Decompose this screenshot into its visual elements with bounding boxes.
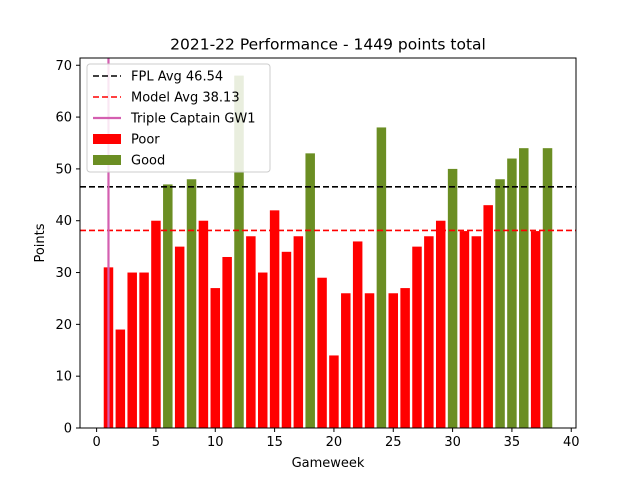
x-tick-label: 40	[563, 435, 580, 450]
legend-triple-captain-label: Triple Captain GW1	[130, 112, 256, 127]
bar-gw-35	[507, 158, 517, 428]
bar-gw-30	[447, 168, 458, 428]
x-tick-label: 0	[92, 435, 100, 450]
x-tick-label: 25	[385, 435, 402, 450]
bar-gw-5	[151, 220, 161, 428]
legend-poor-label: Poor	[131, 133, 160, 148]
bar-gw-23	[364, 293, 375, 428]
bar-gw-15	[269, 210, 280, 428]
bar-gw-12	[234, 75, 244, 429]
bar-gw-2	[115, 329, 126, 428]
bar-gw-28	[424, 236, 434, 428]
legend: FPL Avg 46.54 Model Avg 38.13 Triple Capta…	[86, 63, 271, 173]
x-tick-label: 35	[504, 435, 521, 450]
bar-gw-33	[483, 205, 493, 428]
legend-good-label: Good	[131, 154, 165, 169]
bar-gw-31	[459, 231, 470, 428]
legend-good-swatch	[93, 155, 121, 165]
bar-gw-29	[435, 220, 446, 428]
x-tick-label: 10	[207, 435, 224, 450]
bar-gw-11	[222, 256, 232, 428]
y-tick-label: 20	[55, 318, 72, 333]
x-axis-ticks: 0 5 10 15 20 25 30 35 40	[92, 428, 580, 450]
bar-gw-27	[412, 246, 422, 428]
y-tick-label: 60	[55, 111, 72, 126]
bar-gw-32	[471, 236, 482, 428]
y-tick-label: 70	[55, 59, 72, 74]
y-axis-ticks: 0 10 20 30 40 50 60 70	[55, 59, 80, 437]
legend-poor-swatch	[93, 134, 121, 144]
y-tick-label: 50	[55, 162, 72, 177]
bar-gw-7	[174, 246, 185, 428]
bar-gw-16	[281, 251, 292, 428]
x-tick-label: 30	[444, 435, 461, 450]
bar-gw-6	[163, 184, 173, 428]
bar-gw-17	[293, 236, 304, 428]
bar-gw-24	[376, 127, 387, 428]
bar-gw-13	[246, 236, 256, 428]
bar-gw-18	[305, 153, 315, 428]
bar-gw-9	[198, 220, 209, 428]
bar-gw-8	[186, 179, 197, 428]
y-tick-label: 0	[64, 422, 72, 437]
chart-title: 2021-22 Performance - 1449 points total	[170, 36, 486, 54]
y-axis-label: Points	[33, 223, 48, 262]
plot-frame	[79, 57, 577, 429]
y-tick-label: 40	[55, 214, 72, 229]
x-axis-label: Gameweek	[292, 456, 365, 471]
bar-gw-14	[257, 272, 268, 428]
bar-gw-4	[139, 272, 149, 428]
x-tick-label: 15	[266, 435, 283, 450]
bar-gw-10	[210, 288, 221, 428]
x-tick-label: 5	[152, 435, 160, 450]
bars-group	[103, 75, 553, 429]
bar-gw-3	[127, 272, 137, 428]
legend-box	[86, 63, 271, 173]
bar-gw-19	[317, 277, 327, 428]
bar-gw-20	[329, 355, 339, 428]
bar-gw-21	[341, 293, 351, 428]
x-tick-label: 20	[326, 435, 343, 450]
bar-gw-22	[352, 241, 363, 428]
bar-gw-37	[530, 231, 541, 428]
y-tick-label: 10	[55, 370, 72, 385]
bar-gw-36	[519, 148, 529, 429]
bar-gw-34	[495, 179, 505, 428]
legend-fpl-avg-label: FPL Avg 46.54	[131, 70, 223, 85]
bar-gw-25	[388, 293, 399, 428]
y-tick-label: 30	[55, 266, 72, 281]
legend-model-avg-label: Model Avg 38.13	[131, 91, 240, 106]
bar-gw-38	[542, 148, 553, 429]
bar-gw-26	[400, 288, 410, 428]
